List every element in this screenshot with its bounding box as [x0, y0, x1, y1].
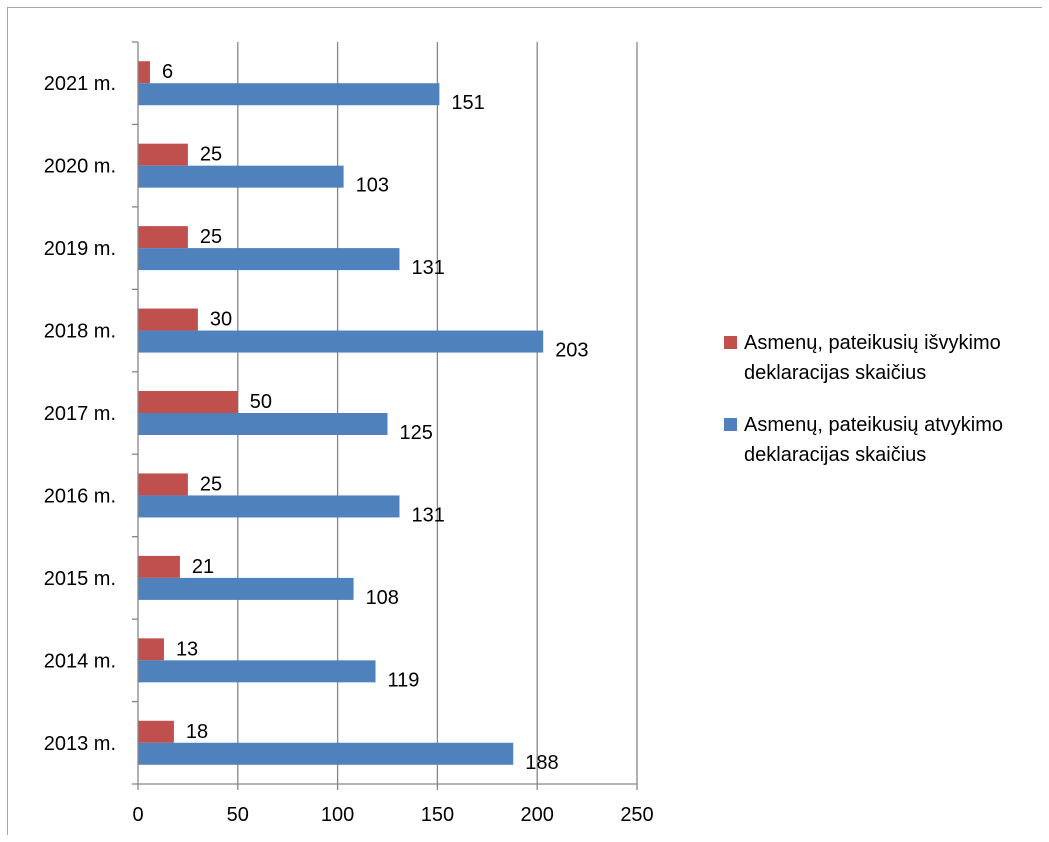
x-tick-label-50: 50: [227, 804, 249, 826]
bar-arrival: [138, 495, 400, 518]
y-tick-label: 2017 m.: [44, 403, 116, 425]
legend-item-arrival: Asmenų, pateikusių atvykimo deklaracijas…: [724, 410, 1044, 470]
bar-departure: [138, 555, 180, 578]
legend-label-arrival: Asmenų, pateikusių atvykimo deklaracijas…: [744, 414, 1004, 466]
data-label-arrival: 188: [525, 752, 558, 774]
x-tick-label-150: 150: [421, 804, 454, 826]
data-label-departure: 6: [162, 61, 173, 83]
y-tick-label: 2018 m.: [44, 321, 116, 343]
bar-arrival: [138, 660, 376, 683]
chart-frame: [7, 7, 1042, 835]
legend-swatch-arrival: [724, 418, 737, 431]
data-label-arrival: 108: [366, 587, 399, 609]
data-label-departure: 25: [200, 226, 222, 248]
legend-swatch-departure: [724, 336, 737, 349]
data-label-arrival: 131: [411, 257, 444, 279]
bar-departure: [138, 308, 198, 331]
data-label-arrival: 131: [411, 504, 444, 526]
data-label-departure: 21: [192, 556, 214, 578]
data-label-departure: 13: [176, 638, 198, 660]
y-tick-label: 2014 m.: [44, 650, 116, 672]
legend-item-departure: Asmenų, pateikusių išvykimo deklaracijas…: [724, 328, 1044, 388]
bar-arrival: [138, 742, 514, 765]
data-label-departure: 18: [186, 721, 208, 743]
bar-arrival: [138, 165, 344, 188]
x-tick-label-100: 100: [321, 804, 354, 826]
bar-departure: [138, 638, 164, 661]
bar-arrival: [138, 577, 354, 600]
labels: 0 50 100 150 200 250 2013 m. 18 188 2014 m. 13 119 2…: [44, 61, 654, 826]
legend-label-departure: Asmenų, pateikusių išvykimo deklaracijas…: [744, 332, 1001, 384]
x-tick-label-200: 200: [521, 804, 554, 826]
data-label-arrival: 151: [451, 92, 484, 114]
data-label-departure: 25: [200, 473, 222, 495]
y-tick-label: 2016 m.: [44, 485, 116, 507]
x-tick-label-250: 250: [620, 804, 653, 826]
data-label-departure: 30: [210, 309, 232, 331]
axes: [132, 41, 638, 790]
data-label-arrival: 119: [388, 669, 420, 691]
bar-arrival: [138, 413, 388, 435]
y-tick-label: 2021 m.: [44, 73, 116, 95]
bar-arrival: [138, 83, 440, 106]
data-label-arrival: 203: [555, 340, 588, 362]
bar-departure: [138, 226, 188, 249]
data-label-departure: 25: [200, 144, 222, 166]
y-tick-label: 2015 m.: [44, 568, 116, 590]
bar-departure: [138, 391, 238, 413]
bar-departure: [138, 61, 150, 84]
y-tick-label: 2020 m.: [44, 156, 116, 178]
y-tick-label: 2013 m.: [44, 733, 116, 755]
bar-arrival: [138, 330, 544, 353]
data-label-arrival: 125: [400, 422, 433, 444]
bar-departure: [138, 473, 188, 496]
bar-departure: [138, 143, 188, 166]
y-tick-label: 2019 m.: [44, 238, 116, 260]
data-label-departure: 50: [250, 391, 272, 413]
legend: Asmenų, pateikusių išvykimo deklaracijas…: [724, 328, 1044, 492]
bars: [138, 61, 544, 765]
data-label-arrival: 103: [356, 175, 389, 197]
x-tick-label-0: 0: [132, 804, 143, 826]
bar-departure: [138, 720, 174, 743]
bar-arrival: [138, 248, 400, 271]
